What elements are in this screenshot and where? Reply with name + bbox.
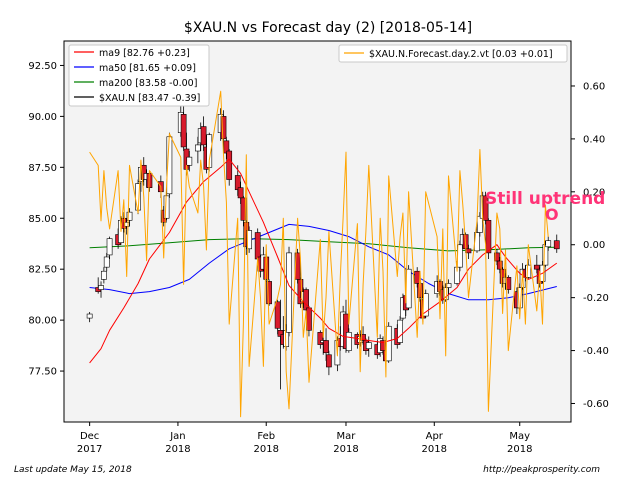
x-tick-year-label: 2018 bbox=[254, 444, 279, 455]
right-y-tick-label: 0.20 bbox=[583, 187, 605, 198]
candle-body bbox=[98, 285, 104, 290]
candle-body bbox=[417, 283, 423, 299]
legend-right-box bbox=[338, 44, 568, 63]
chart-title: $XAU.N vs Forecast day (2) [2018-05-14] bbox=[184, 20, 472, 36]
ma50-line bbox=[89, 223, 557, 301]
candle-body bbox=[465, 248, 472, 254]
forecast-line-layer bbox=[89, 90, 549, 418]
x-tick-month-label: Mar bbox=[337, 431, 357, 442]
candle-body bbox=[226, 150, 233, 180]
candle-body bbox=[505, 277, 512, 290]
x-tick-month-label: Dec bbox=[80, 431, 99, 442]
candle-body bbox=[476, 215, 483, 233]
candle-body bbox=[101, 270, 107, 280]
x-tick-year-label: 2018 bbox=[507, 444, 532, 455]
x-tick-month-label: Jan bbox=[169, 431, 185, 442]
right-y-tick-label: 0.40 bbox=[583, 134, 605, 145]
x-tick-month-label: Apr bbox=[426, 431, 444, 442]
x-tick-year-label: 2017 bbox=[77, 444, 102, 455]
candle-body bbox=[246, 230, 253, 250]
candle-body bbox=[286, 252, 292, 333]
legend-left-box bbox=[68, 44, 210, 107]
candle-body bbox=[237, 187, 244, 199]
candle-body bbox=[106, 238, 113, 256]
candle-body bbox=[163, 195, 170, 219]
right-y-tick-label: -0.60 bbox=[583, 399, 609, 410]
candle-body bbox=[445, 283, 452, 288]
candle-body bbox=[103, 256, 110, 268]
candle-body bbox=[545, 240, 552, 248]
x-tick-year-label: 2018 bbox=[165, 444, 190, 455]
left-y-tick-label: 92.50 bbox=[28, 61, 57, 72]
right-y-tick-label: 0.00 bbox=[583, 240, 605, 251]
candle-body bbox=[240, 197, 247, 221]
candle-body bbox=[326, 354, 332, 368]
candle-body bbox=[86, 313, 93, 319]
forecast-line bbox=[89, 90, 549, 418]
candle-body bbox=[397, 319, 403, 343]
legend-forecast-label: $XAU.N.Forecast.day.2.vt [0.03 +0.01] bbox=[369, 49, 553, 60]
candle-body bbox=[365, 342, 372, 349]
left-y-tick-label: 80.00 bbox=[28, 316, 57, 327]
legend-price-label: $XAU.N [83.47 -0.39] bbox=[99, 93, 200, 104]
left-y-tick-label: 85.00 bbox=[28, 214, 57, 225]
legend-left: ma9 [82.76 +0.23] ma50 [81.65 +0.09] ma2… bbox=[68, 44, 210, 107]
candle-body bbox=[200, 126, 207, 146]
annotation-still-uptrend: Still uptrend bbox=[485, 189, 605, 209]
footer-source-url: http://peakprosperity.com bbox=[483, 465, 600, 475]
x-tick-month-label: Feb bbox=[257, 431, 275, 442]
candle-body bbox=[525, 264, 532, 278]
left-y-tick-label: 77.50 bbox=[28, 367, 57, 378]
candle-body bbox=[533, 264, 540, 270]
ma50-line-layer bbox=[89, 223, 557, 301]
candle-body bbox=[274, 301, 281, 329]
left-y-tick-label: 82.50 bbox=[28, 265, 57, 276]
x-tick-month-label: May bbox=[509, 431, 530, 442]
legend-right: $XAU.N.Forecast.day.2.vt [0.03 +0.01] bbox=[338, 44, 568, 63]
candle-body bbox=[323, 340, 329, 354]
x-tick-year-label: 2018 bbox=[422, 444, 447, 455]
legend-ma50-label: ma50 [81.65 +0.09] bbox=[99, 63, 196, 74]
candle-body bbox=[186, 156, 193, 166]
candle-body bbox=[220, 116, 227, 140]
right-y-tick-label: 0.60 bbox=[583, 81, 605, 92]
candle-body bbox=[195, 144, 201, 152]
right-y-axis: -0.60 -0.40 -0.20 0.00 0.20 0.40 0.60 bbox=[571, 81, 609, 410]
candle-body bbox=[553, 240, 560, 250]
right-y-tick-label: -0.20 bbox=[583, 293, 609, 304]
candle-body bbox=[266, 281, 272, 305]
left-y-tick-label: 90.00 bbox=[28, 112, 57, 123]
candle-body bbox=[345, 332, 352, 351]
plot-content bbox=[86, 90, 560, 418]
candle-body bbox=[414, 270, 421, 284]
x-tick-year-label: 2018 bbox=[333, 444, 358, 455]
right-y-tick-label: -0.40 bbox=[583, 346, 609, 357]
candle-body bbox=[180, 114, 187, 148]
candle-body bbox=[485, 219, 492, 254]
legend-ma9-label: ma9 [82.76 +0.23] bbox=[99, 48, 190, 59]
left-y-tick-label: 87.50 bbox=[28, 163, 57, 174]
candle-body bbox=[126, 211, 133, 221]
annotation-circle-marker: O bbox=[545, 205, 559, 224]
candle-body bbox=[254, 232, 261, 260]
left-y-axis: 77.50 80.00 82.50 85.00 87.50 90.00 92.50 bbox=[28, 61, 64, 378]
x-axis: Dec 2017 Jan 2018 Feb 2018 Mar 2018 Apr 2018 May 20… bbox=[77, 422, 532, 455]
footer-last-update: Last update May 15, 2018 bbox=[14, 465, 132, 475]
legend-ma200-label: ma200 [83.58 -0.00] bbox=[99, 78, 197, 89]
